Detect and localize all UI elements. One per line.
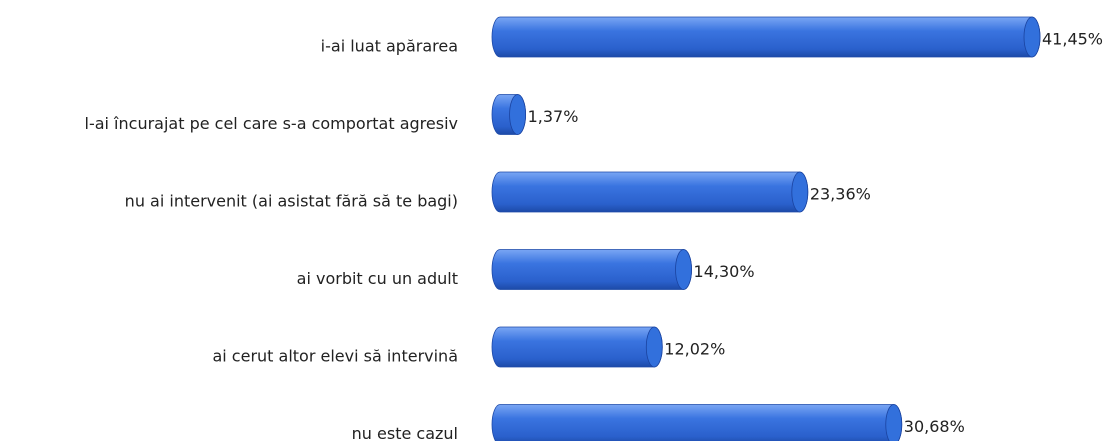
bar-cap	[509, 94, 526, 135]
bar-cap	[675, 249, 692, 290]
bar	[491, 249, 692, 290]
bar-body	[491, 326, 663, 368]
category-label: nu este cazul	[352, 424, 458, 441]
bar	[491, 171, 809, 213]
bar-body	[491, 171, 809, 213]
bar-cap	[791, 171, 809, 213]
bar-cap	[885, 404, 903, 441]
bar	[491, 94, 526, 135]
bar	[491, 326, 663, 368]
bar-body	[491, 16, 1041, 58]
bar-body	[491, 249, 692, 290]
bar-cap	[645, 326, 663, 368]
value-label: 23,36%	[810, 185, 871, 204]
category-label: ai vorbit cu un adult	[297, 269, 458, 288]
bar	[491, 404, 903, 441]
category-label: nu ai intervenit (ai asistat fără să te …	[125, 192, 458, 211]
value-label: 12,02%	[664, 340, 725, 359]
category-label: ai cerut altor elevi să intervină	[212, 347, 458, 366]
value-label: 1,37%	[528, 107, 579, 126]
value-label: 30,68%	[904, 417, 965, 436]
bar-cap	[1023, 16, 1041, 58]
category-label: i-ai luat apărarea	[321, 37, 458, 56]
bar-body	[491, 404, 903, 441]
category-label: l-ai încurajat pe cel care s-a comportat…	[85, 114, 459, 133]
bar	[491, 16, 1041, 58]
value-label: 14,30%	[694, 262, 755, 281]
value-label: 41,45%	[1042, 30, 1103, 49]
